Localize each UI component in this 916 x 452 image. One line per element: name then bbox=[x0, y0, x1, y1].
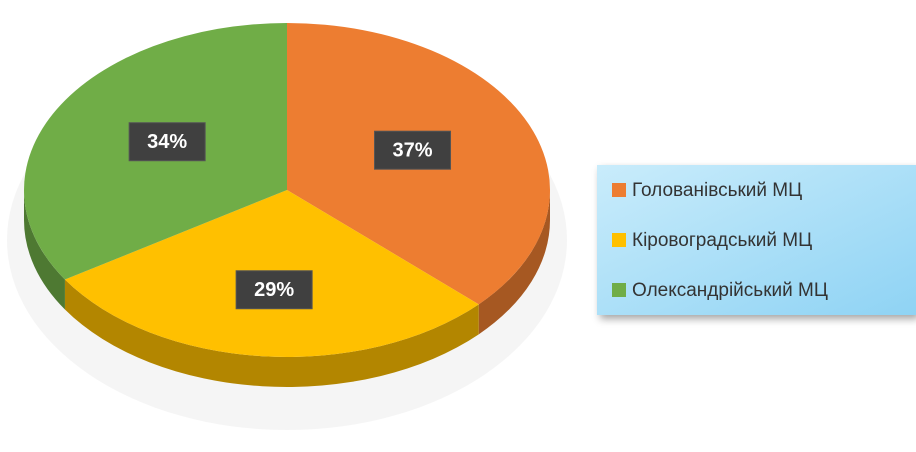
legend-box bbox=[597, 165, 916, 315]
pie-side bbox=[23, 190, 65, 310]
pie-side bbox=[64, 279, 479, 387]
legend-label: Голованівський МЦ bbox=[632, 180, 802, 201]
data-label-box bbox=[374, 130, 452, 170]
data-label: 29% bbox=[254, 279, 294, 301]
data-label-box bbox=[128, 122, 206, 162]
legend-label: Кіровоградський МЦ bbox=[632, 230, 812, 251]
legend-swatch bbox=[612, 233, 626, 247]
data-label: 37% bbox=[392, 139, 432, 161]
pie-side bbox=[478, 190, 550, 335]
data-label-box bbox=[235, 270, 313, 310]
legend-swatch bbox=[612, 183, 626, 197]
data-label: 34% bbox=[147, 131, 187, 153]
legend-swatch bbox=[612, 283, 626, 297]
legend-label: Олександрійський МЦ bbox=[632, 280, 828, 301]
